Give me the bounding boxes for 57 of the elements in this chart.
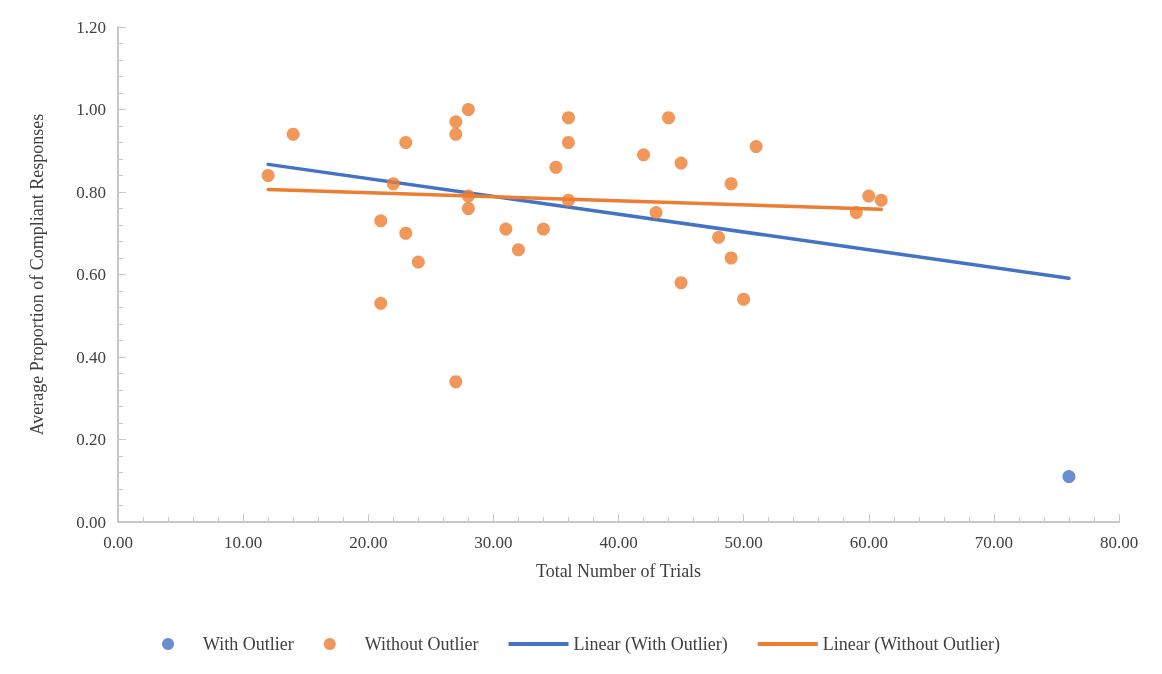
point [649, 206, 663, 220]
y-tick-label: 1.00 [76, 100, 106, 119]
x-axis-title: Total Number of Trials [535, 561, 702, 581]
point [874, 193, 888, 207]
y-tick-label: 0.00 [76, 512, 106, 532]
x-tick-label: 70.00 [974, 533, 1013, 552]
point [386, 177, 400, 191]
point [399, 136, 413, 149]
point [499, 222, 513, 236]
point [674, 156, 688, 170]
point [737, 292, 751, 306]
point [549, 160, 563, 174]
point [662, 111, 676, 125]
point [449, 127, 463, 141]
x-tick-label: 60.00 [849, 533, 888, 552]
point [399, 226, 413, 240]
y-axis-title: Average Proportion of Compliant Responses [27, 113, 47, 436]
y-tick-label: 1.20 [76, 17, 106, 37]
point [637, 148, 651, 162]
y-tick-label: 0.40 [76, 347, 106, 367]
point [511, 243, 525, 257]
point [849, 206, 863, 220]
point [374, 214, 388, 228]
point [674, 276, 688, 290]
y-tick-label: 0.20 [76, 430, 106, 449]
point [374, 296, 388, 310]
x-tick-label: 10.00 [224, 533, 263, 552]
point [1062, 470, 1076, 484]
point [712, 230, 726, 244]
y-tick-label: 0.80 [76, 182, 106, 202]
x-tick-label: 40.00 [599, 533, 638, 552]
x-tick-label: 0.00 [103, 533, 133, 552]
point [862, 189, 876, 203]
legend-label: Linear (With Outlier) [573, 634, 728, 655]
x-tick-label: 80.00 [1099, 533, 1139, 552]
x-tick-label: 30.00 [474, 533, 513, 552]
x-tick-label: 20.00 [349, 533, 388, 552]
legend-label: With Outlier [203, 634, 294, 654]
point [286, 127, 300, 141]
point [449, 115, 463, 129]
point [724, 251, 738, 265]
point [536, 222, 550, 236]
y-tick-label: 0.60 [76, 265, 106, 284]
point [461, 189, 475, 203]
point [261, 169, 275, 182]
point [749, 140, 763, 154]
point [449, 375, 463, 389]
point [561, 111, 575, 125]
point [411, 255, 425, 269]
point [461, 103, 475, 116]
legend-label: Linear (Without Outlier) [822, 634, 1000, 655]
point [561, 193, 575, 207]
point [461, 202, 475, 215]
point [561, 136, 575, 149]
legend-label: Without Outlier [364, 634, 479, 654]
point [724, 177, 738, 191]
x-tick-label: 50.00 [724, 533, 763, 552]
